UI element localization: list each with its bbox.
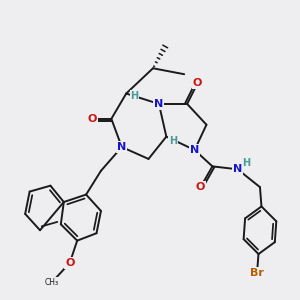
Text: O: O: [193, 78, 202, 88]
Text: N: N: [190, 145, 199, 155]
Text: H: H: [169, 136, 177, 146]
Text: O: O: [65, 258, 74, 268]
Text: H: H: [130, 91, 139, 101]
Text: N: N: [117, 142, 126, 152]
Text: N: N: [233, 164, 242, 174]
Text: N: N: [154, 99, 164, 109]
Text: CH₃: CH₃: [45, 278, 59, 287]
Text: O: O: [87, 114, 97, 124]
Text: O: O: [196, 182, 205, 192]
Text: Br: Br: [250, 268, 264, 278]
Text: H: H: [242, 158, 251, 168]
